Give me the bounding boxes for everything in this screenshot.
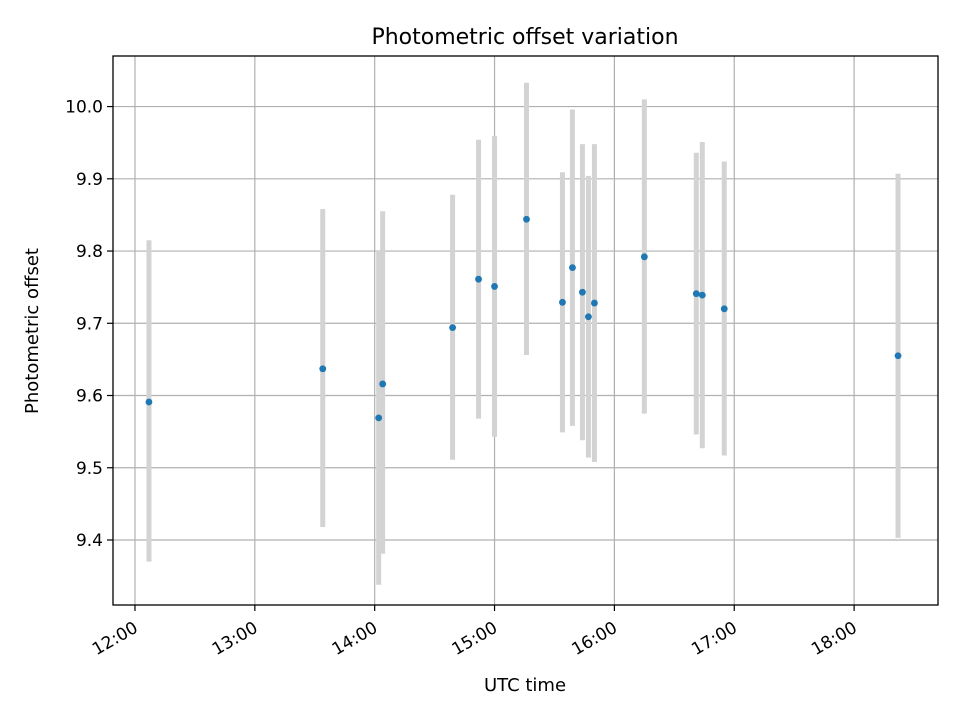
data-point xyxy=(379,380,387,388)
data-point xyxy=(640,253,648,261)
y-tick-label: 9.5 xyxy=(76,459,103,479)
y-tick-label: 10.0 xyxy=(65,98,103,118)
data-point xyxy=(559,298,566,306)
data-points xyxy=(145,215,902,422)
error-bars xyxy=(146,82,901,585)
data-point xyxy=(692,290,700,298)
data-point xyxy=(319,365,327,373)
data-point xyxy=(449,324,456,332)
data-point xyxy=(569,264,576,272)
data-point xyxy=(894,352,902,360)
x-axis-label: UTC time xyxy=(484,675,566,696)
y-axis-label: Photometric offset xyxy=(22,248,43,414)
data-point xyxy=(145,398,153,406)
x-tick-label: 15:00 xyxy=(449,618,501,660)
data-point xyxy=(523,215,530,223)
plot-frame xyxy=(112,55,939,606)
y-tick-label: 9.6 xyxy=(76,387,103,407)
y-tick-label: 9.8 xyxy=(76,242,103,262)
data-point xyxy=(375,414,383,422)
x-tick-label: 12:00 xyxy=(89,618,141,660)
data-point xyxy=(579,288,586,296)
x-tick-label: 14:00 xyxy=(329,618,381,660)
y-tick-label: 9.4 xyxy=(76,531,103,551)
chart-title: Photometric offset variation xyxy=(371,25,678,50)
data-point xyxy=(491,283,498,290)
y-tick-label: 9.7 xyxy=(76,314,103,334)
data-point xyxy=(720,305,728,313)
x-tick-label: 17:00 xyxy=(688,618,740,660)
x-tick-label: 18:00 xyxy=(808,618,860,660)
data-point xyxy=(585,313,592,321)
data-point xyxy=(591,299,598,307)
x-tick-label: 16:00 xyxy=(568,618,620,660)
y-tick-label: 9.9 xyxy=(76,170,103,190)
x-tick-label: 13:00 xyxy=(209,618,261,660)
data-point xyxy=(698,291,706,299)
data-point xyxy=(475,275,482,283)
axis-ticks: 12:00 13:00 14:00 15:00 16:00 17:00 18:00 9.4 9.… xyxy=(65,98,860,660)
